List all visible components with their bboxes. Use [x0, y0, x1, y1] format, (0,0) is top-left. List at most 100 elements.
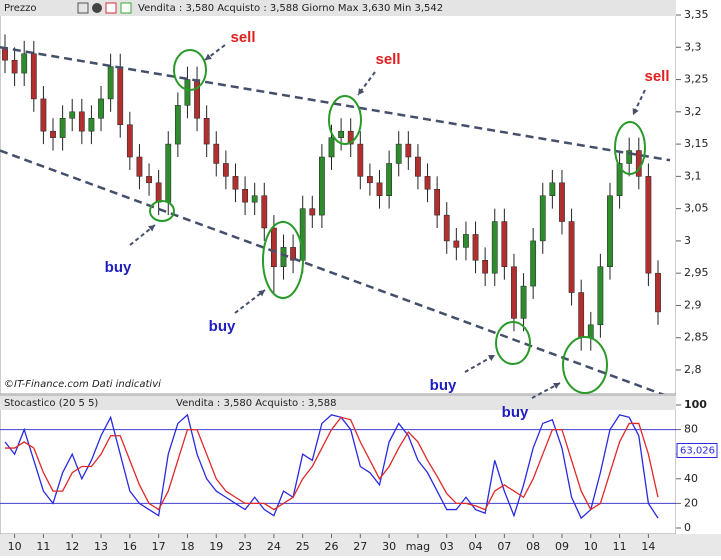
candle-body	[59, 118, 66, 138]
indicator-line	[5, 416, 659, 511]
candle-body	[395, 143, 402, 164]
highlight-circle	[562, 336, 608, 394]
header-bar	[0, 0, 676, 16]
candle-body	[578, 292, 585, 338]
x-tick-label: 08	[526, 540, 540, 553]
icon[interactable]	[105, 2, 117, 14]
x-tick-label: 03	[440, 540, 454, 553]
y2-tick-label: 0	[684, 521, 691, 534]
y-tick-label: 3,2	[684, 105, 702, 118]
candle-body	[482, 260, 489, 274]
candle-body	[328, 137, 335, 158]
y2-tick-label: 100	[684, 398, 707, 411]
candle-body	[491, 221, 498, 274]
annotation: sell	[230, 29, 255, 46]
candle-body	[472, 234, 479, 261]
annotation: buy	[105, 259, 132, 276]
x-tick-label: 19	[209, 540, 223, 553]
y-tick-label: 2,85	[684, 331, 709, 344]
x-tick-label: 12	[65, 540, 79, 553]
x-tick-label: 09	[555, 540, 569, 553]
y-tick-label: 2,9	[684, 298, 702, 311]
candle-body	[290, 247, 296, 261]
annotation: buy	[502, 404, 529, 421]
candle-body	[549, 182, 556, 196]
candles	[0, 34, 671, 394]
trendline	[0, 46, 671, 162]
candle-body	[616, 163, 623, 196]
y2-tick-label: 20	[684, 496, 698, 509]
arrow-head	[205, 53, 212, 60]
price-panel	[0, 7, 677, 395]
y-tick-label: 2,95	[684, 266, 709, 279]
candle-body	[165, 143, 172, 203]
arrow	[531, 382, 561, 399]
panel-title: Prezzo	[4, 3, 37, 14]
candle-body	[443, 214, 450, 242]
source: ©IT-Finance.com Dati indicativi	[4, 379, 161, 390]
candle-body	[69, 111, 76, 119]
candle-body	[338, 130, 344, 138]
indicator-line	[4, 413, 659, 520]
candle-body	[107, 66, 114, 100]
candle-body	[242, 189, 248, 203]
toolbar-icons[interactable]	[77, 2, 132, 14]
candle-body	[530, 240, 537, 287]
indicator-lines	[4, 413, 659, 520]
candle-body	[98, 98, 104, 119]
candle-body	[30, 53, 37, 100]
x-tick-label: 24	[267, 540, 281, 553]
x-tick-label: 14	[641, 540, 655, 553]
candle-body	[415, 156, 421, 177]
x-tick-label: 07	[497, 540, 511, 553]
arrow-head	[258, 290, 265, 297]
arrow	[234, 289, 266, 314]
candle-body	[203, 118, 210, 145]
candle-body	[405, 143, 412, 158]
highlight-circle	[495, 321, 531, 365]
x-tick-label: 26	[325, 540, 339, 553]
indicator-header	[0, 396, 676, 410]
x-tick-label: mag	[406, 540, 430, 553]
candle-body	[251, 195, 258, 203]
candle-body	[11, 59, 18, 74]
x-tick-label: 25	[296, 540, 310, 553]
trendline	[0, 149, 666, 394]
y2-tick-label: 40	[684, 472, 698, 485]
candle-body	[626, 150, 633, 164]
candle-body	[40, 98, 47, 132]
highlight-circle	[173, 49, 207, 91]
x-tick-label: 10	[584, 540, 598, 553]
annotation: buy	[430, 377, 457, 394]
candle-body	[655, 272, 661, 313]
candle-body	[261, 195, 268, 229]
icon[interactable]	[92, 3, 102, 13]
candle-body	[174, 105, 181, 145]
candle-body	[386, 163, 393, 196]
arrow-head	[358, 88, 365, 95]
candle-body	[463, 234, 469, 248]
candle-body	[309, 208, 316, 216]
candle-body	[597, 266, 604, 326]
y-tick-label: 3,35	[684, 8, 709, 21]
y-tick-label: 3,25	[684, 73, 709, 86]
highlight-circle	[614, 121, 646, 175]
current-value-box	[676, 443, 718, 459]
x-tick-label: 10	[8, 540, 22, 553]
arrow-head	[632, 108, 639, 115]
candle-body	[367, 176, 373, 184]
y-tick-label: 2,8	[684, 363, 702, 376]
candle-body	[146, 176, 152, 184]
candle-body	[635, 150, 642, 177]
candle-body	[424, 176, 431, 190]
candle-body	[501, 221, 508, 267]
x-tick-label: 17	[152, 540, 166, 553]
indicator-panel	[0, 395, 677, 535]
icon[interactable]	[120, 2, 132, 14]
candle-body	[645, 176, 652, 274]
y-tick-label: 3,1	[684, 169, 702, 182]
candle-body	[539, 195, 546, 242]
icon[interactable]	[77, 2, 89, 14]
highlight-circle	[149, 200, 175, 222]
